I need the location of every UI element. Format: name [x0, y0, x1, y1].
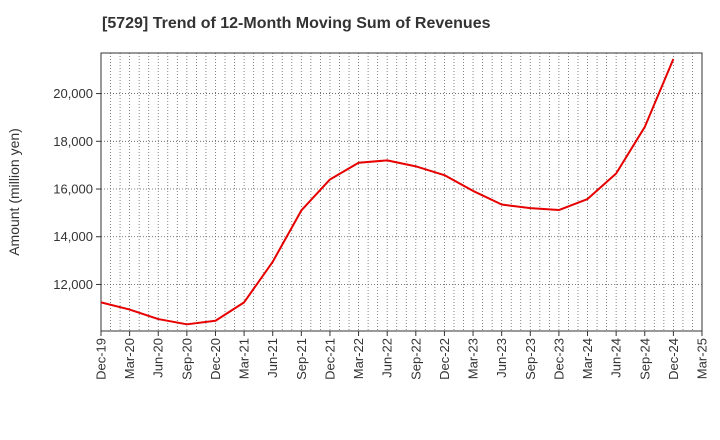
y-axis-title: Amount (million yen): [6, 128, 22, 256]
x-tick-label: Dec-22: [437, 338, 452, 380]
chart-title: [5729] Trend of 12-Month Moving Sum of R…: [102, 15, 491, 32]
x-tick-label: Dec-24: [666, 338, 681, 380]
x-tick-label: Mar-21: [237, 338, 252, 379]
x-tick-label: Jun-21: [265, 338, 280, 378]
x-tick-label: Mar-22: [351, 338, 366, 379]
x-tick-label: Dec-19: [94, 338, 109, 380]
x-tick-label: Mar-25: [695, 338, 710, 379]
x-tick-label: Mar-23: [466, 338, 481, 379]
x-tick-label: Jun-24: [609, 338, 624, 378]
revenue-series-line: [100, 58, 675, 326]
x-tick-label: Dec-23: [551, 338, 566, 380]
y-tick-label: 18,000: [53, 134, 93, 149]
x-tick-label: Jun-22: [380, 338, 395, 378]
x-tick-label: Sep-24: [637, 338, 652, 380]
x-tick-label: Dec-20: [208, 338, 223, 380]
x-tick-label: Sep-23: [523, 338, 538, 380]
y-tick-label: 16,000: [53, 182, 93, 197]
series-layer: [100, 58, 675, 326]
x-tick-label: Dec-21: [322, 338, 337, 380]
x-tick-label: Sep-20: [179, 338, 194, 380]
x-tick-label: Mar-24: [580, 338, 595, 379]
y-tick-label: 12,000: [53, 277, 93, 292]
plot-area-frame: [100, 52, 703, 332]
grid: [101, 53, 702, 331]
x-tick-label: Jun-20: [151, 338, 166, 378]
y-tick-label: 20,000: [53, 86, 93, 101]
y-axis-ticks: 12,000 14,000 16,000 18,000 20,000: [53, 86, 101, 292]
x-tick-label: Jun-23: [494, 338, 509, 378]
x-tick-label: Sep-21: [294, 338, 309, 380]
x-axis-ticks: Dec-19 Mar-20 Jun-20 Sep-20 Dec-20 Mar-21 Jun-…: [94, 331, 710, 380]
x-tick-label: Sep-22: [408, 338, 423, 380]
y-tick-label: 14,000: [53, 229, 93, 244]
x-tick-label: Mar-20: [122, 338, 137, 379]
